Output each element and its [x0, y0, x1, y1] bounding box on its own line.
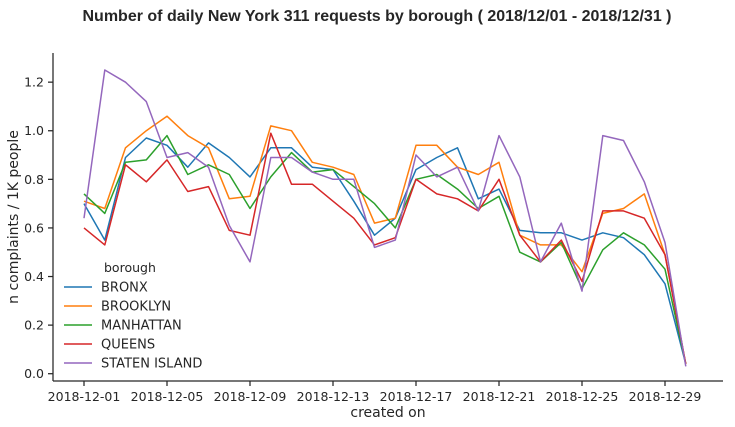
x-tick-label: 2018-12-21 — [463, 389, 536, 404]
legend-items: BRONX BROOKLYN MANHATTAN QUEENS STATEN ISLAN… — [64, 281, 202, 372]
legend-label-queens: QUEENS — [101, 338, 155, 353]
x-tick-label: 2018-12-05 — [131, 389, 204, 404]
x-tick-label: 2018-12-13 — [297, 389, 370, 404]
y-tick-label: 0.6 — [24, 220, 44, 235]
series-lines — [83, 69, 687, 367]
x-tick-label: 2018-12-17 — [380, 389, 453, 404]
y-tick-label: 1.0 — [24, 123, 44, 138]
legend: borough BRONX BROOKLYN MANHATTAN QUEENS STAT… — [64, 260, 202, 372]
y-tick-label: 0.8 — [24, 172, 44, 187]
y-tick-label: 0.0 — [24, 366, 44, 381]
y-axis-label: n complaints / 1K people — [6, 130, 22, 304]
legend-label-manhattan: MANHATTAN — [101, 319, 182, 334]
x-tick-label: 2018-12-29 — [629, 389, 702, 404]
y-tick-label: 0.2 — [24, 318, 44, 333]
legend-label-staten-island: STATEN ISLAND — [101, 357, 202, 372]
x-axis-ticks: 2018-12-01 2018-12-05 2018-12-09 2018-12-13… — [48, 381, 702, 404]
series-line-staten-island — [83, 69, 687, 367]
series-line-manhattan — [83, 134, 687, 365]
legend-label-bronx: BRONX — [101, 281, 148, 296]
series-line-bronx — [83, 137, 687, 365]
legend-title: borough — [104, 260, 156, 275]
x-axis-label: created on — [350, 405, 425, 421]
y-tick-label: 0.4 — [24, 269, 44, 284]
y-tick-label: 1.2 — [24, 75, 44, 90]
legend-label-brooklyn: BROOKLYN — [101, 300, 171, 315]
x-tick-label: 2018-12-01 — [48, 389, 121, 404]
x-tick-label: 2018-12-09 — [214, 389, 287, 404]
chart-title: Number of daily New York 311 requests by… — [83, 8, 672, 25]
x-tick-label: 2018-12-25 — [546, 389, 619, 404]
y-axis-ticks: 0.0 0.2 0.4 0.6 0.8 1.0 1.2 — [24, 75, 53, 381]
